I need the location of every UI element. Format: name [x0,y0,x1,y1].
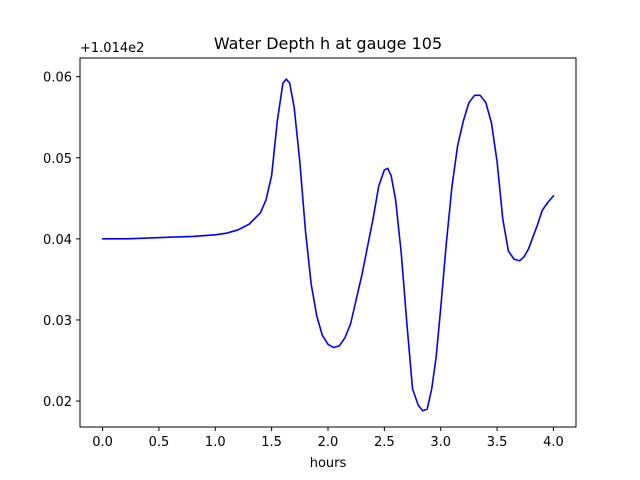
x-tick-label: 0.0 [92,435,113,450]
chart-title: Water Depth h at gauge 105 [214,34,442,53]
x-tick-label: 4.0 [543,435,564,450]
x-tick-label: 3.0 [430,435,451,450]
y-tick-label: 0.04 [43,233,72,248]
y-tick-label: 0.03 [43,314,72,329]
x-tick-label: 2.0 [318,435,339,450]
y-tick-label: 0.02 [43,395,72,410]
x-tick-label: 1.5 [261,435,282,450]
y-offset-label: +1.014e2 [80,41,144,56]
y-tick-label: 0.06 [43,71,72,86]
y-tick-label: 0.05 [43,152,72,167]
x-axis-label: hours [310,456,347,471]
x-tick-label: 2.5 [374,435,395,450]
x-tick-label: 0.5 [149,435,170,450]
series-line-0 [101,78,555,412]
plot-area: 0.0 0.5 1.0 1.5 2.0 2.5 3.0 3.5 4.0 0.02 0.03 0.04 0… [43,57,577,450]
x-tick-label: 3.5 [487,435,508,450]
x-tick-label: 1.0 [205,435,226,450]
